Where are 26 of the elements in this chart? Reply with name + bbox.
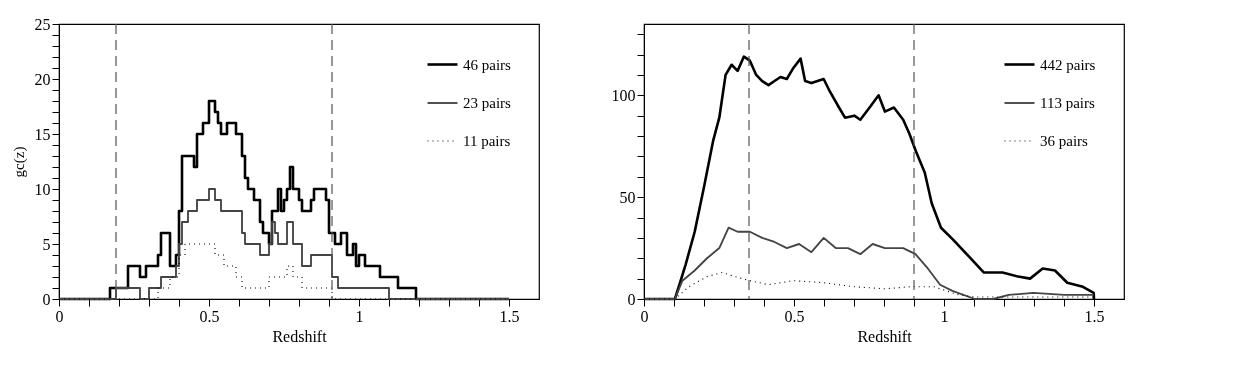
- y-tick-label: 25: [34, 15, 51, 33]
- y-tick-label: 15: [34, 125, 51, 143]
- x-tick-label: 0.5: [784, 307, 805, 325]
- y-tick-label: 10: [34, 180, 51, 198]
- legend-label: 442 pairs: [1040, 56, 1096, 73]
- x-tick-label: 1: [355, 307, 364, 325]
- y-tick-label: 0: [627, 290, 636, 308]
- y-tick-label: 50: [619, 188, 636, 206]
- x-axis-title: Redshift: [857, 327, 913, 345]
- x-tick-label: 1.5: [499, 307, 520, 325]
- x-tick-label: 0.5: [199, 307, 220, 325]
- y-axis-title: gc(z): [10, 146, 28, 178]
- legend-label: 11 pairs: [463, 133, 511, 149]
- legend-label: 23 pairs: [463, 95, 512, 111]
- y-tick-label: 100: [611, 86, 636, 104]
- x-tick-label: 0: [55, 307, 64, 325]
- legend-label: 113 pairs: [1040, 95, 1096, 111]
- x-tick-label: 1: [940, 307, 949, 325]
- legend-label: 46 pairs: [463, 56, 512, 73]
- x-tick-label: 1.5: [1084, 307, 1105, 325]
- legend-label: 36 pairs: [1040, 133, 1089, 149]
- y-tick-label: 20: [34, 70, 51, 88]
- y-tick-label: 0: [42, 290, 51, 308]
- x-tick-label: 0: [640, 307, 649, 325]
- x-axis-title: Redshift: [272, 327, 328, 345]
- y-tick-label: 5: [42, 235, 51, 253]
